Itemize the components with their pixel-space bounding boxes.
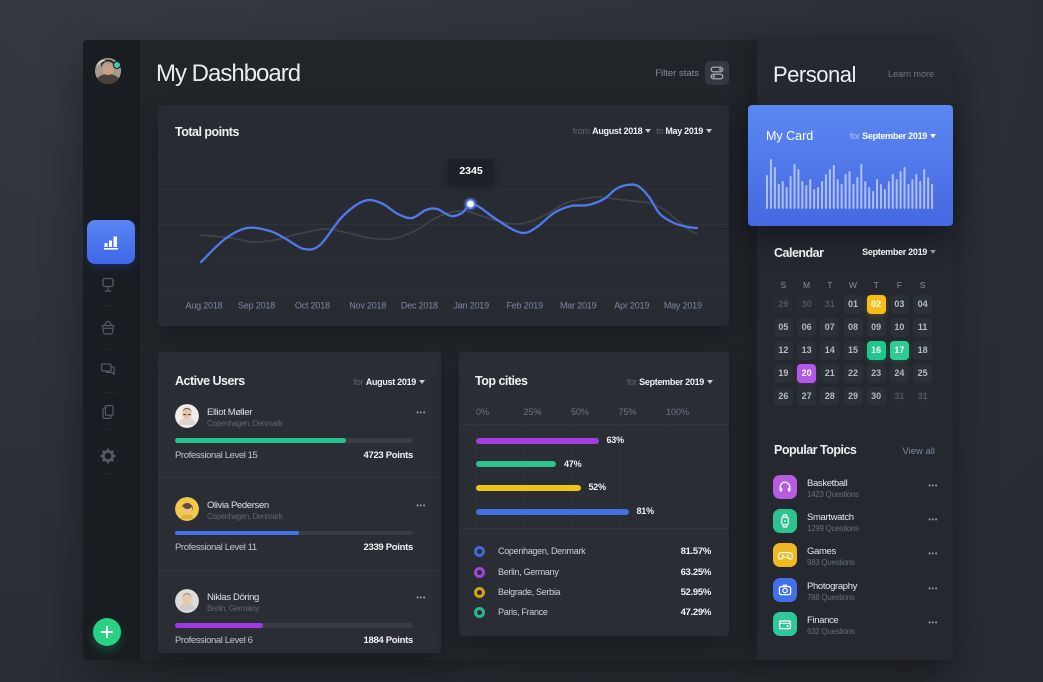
svg-text:Mar 2019: Mar 2019 bbox=[560, 301, 597, 311]
svg-text:May 2019: May 2019 bbox=[664, 301, 702, 311]
svg-text:Sep 2018: Sep 2018 bbox=[238, 301, 275, 311]
svg-text:Jan 2019: Jan 2019 bbox=[453, 301, 489, 311]
svg-text:Nov 2018: Nov 2018 bbox=[349, 301, 386, 311]
svg-text:Aug 2018: Aug 2018 bbox=[186, 301, 223, 311]
svg-text:Apr 2019: Apr 2019 bbox=[614, 301, 649, 311]
svg-text:Feb 2019: Feb 2019 bbox=[506, 301, 543, 311]
svg-text:Dec 2018: Dec 2018 bbox=[401, 301, 438, 311]
svg-text:Oct 2018: Oct 2018 bbox=[295, 301, 330, 311]
